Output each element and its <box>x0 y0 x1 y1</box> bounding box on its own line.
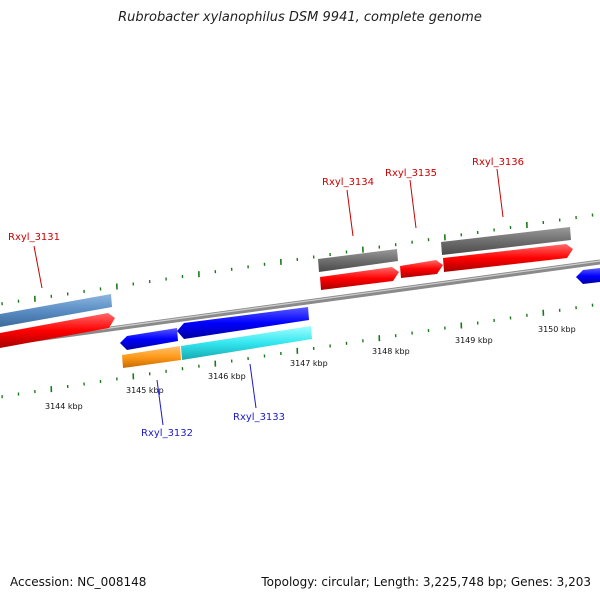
feature-grey-rxyl-3134-region[interactable] <box>318 249 398 272</box>
axis-label-3146-kbp: 3146 kbp <box>208 372 246 381</box>
gene-label-rxyl-3131[interactable]: Rxyl_3131 <box>8 232 60 243</box>
gene-arrow-rxyl-3131[interactable] <box>0 313 115 348</box>
gene-label-rxyl-3132[interactable]: Rxyl_3132 <box>141 428 193 439</box>
gene-arrow-rxyl-3135[interactable] <box>400 260 443 278</box>
accession-text: Accession: NC_008148 <box>10 575 147 589</box>
feature-steel-rxyl-3131-region[interactable] <box>0 294 112 327</box>
gene-arrow-rxyl-3133[interactable] <box>177 307 309 339</box>
callout-line-rxyl-3135 <box>409 179 417 229</box>
callout-line-rxyl-3133 <box>249 363 257 409</box>
gene-label-rxyl-3133[interactable]: Rxyl_3133 <box>233 412 285 423</box>
gene-label-rxyl-3136[interactable]: Rxyl_3136 <box>472 157 524 168</box>
axis-label-3150-kbp: 3150 kbp <box>538 325 576 334</box>
feature-cyan-rxyl-3133-region[interactable] <box>181 326 312 360</box>
gene-label-rxyl-3135[interactable]: Rxyl_3135 <box>385 168 437 179</box>
gene-arrow-offscreen-right[interactable] <box>576 268 600 284</box>
callout-line-rxyl-3131 <box>33 245 43 289</box>
axis-label-3148-kbp: 3148 kbp <box>372 347 410 356</box>
genome-backbone <box>0 259 600 347</box>
axis-label-3145-kbp: 3145 kbp <box>126 386 164 395</box>
gene-label-rxyl-3134[interactable]: Rxyl_3134 <box>322 177 374 188</box>
axis-label-3147-kbp: 3147 kbp <box>290 359 328 368</box>
axis-label-3149-kbp: 3149 kbp <box>455 336 493 345</box>
callout-line-rxyl-3132 <box>156 379 164 426</box>
callout-line-rxyl-3134 <box>346 189 354 237</box>
genome-title: Rubrobacter xylanophilus DSM 9941, compl… <box>118 10 482 25</box>
gene-arrow-rxyl-3132[interactable] <box>120 328 178 350</box>
gene-arrow-rxyl-3134[interactable] <box>320 267 399 290</box>
gene-arrow-rxyl-3136[interactable] <box>443 244 573 272</box>
axis-label-3144-kbp: 3144 kbp <box>45 402 83 411</box>
tick-track-lower <box>1 303 594 399</box>
tick-track-upper <box>1 213 594 306</box>
feature-orange-rxyl-3132-region[interactable] <box>122 346 181 368</box>
feature-grey-rxyl-3136-region[interactable] <box>441 227 571 255</box>
callout-line-rxyl-3136 <box>496 168 504 218</box>
genome-summary-text: Topology: circular; Length: 3,225,748 bp… <box>261 575 591 589</box>
